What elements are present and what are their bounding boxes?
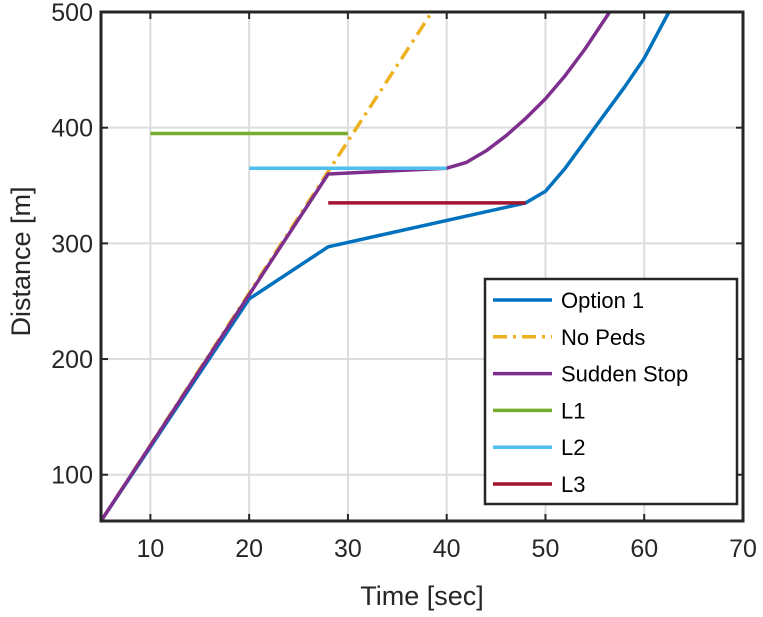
legend-label: No Peds — [561, 325, 645, 350]
legend: Option 1 No Peds Sudden Stop L1 L2 L3 — [483, 277, 739, 506]
x-tick-label: 50 — [532, 535, 560, 563]
x-tick-label: 70 — [729, 535, 757, 563]
x-tick-label: 30 — [334, 535, 362, 563]
y-tick-label: 500 — [51, 0, 93, 27]
legend-label: L1 — [561, 398, 585, 423]
x-tick-label: 60 — [630, 535, 658, 563]
legend-label: Option 1 — [561, 288, 644, 313]
y-tick-label: 100 — [51, 462, 93, 490]
legend-label: Sudden Stop — [561, 362, 688, 387]
y-tick-label: 200 — [51, 346, 93, 374]
series-line-option-1 — [99, 11, 671, 522]
series-lines — [99, 11, 671, 522]
x-axis-label: Time [sec] — [360, 581, 484, 611]
x-tick-label: 40 — [433, 535, 461, 563]
legend-label: L3 — [561, 472, 585, 497]
y-axis-ticks: 100 200 300 400 500 — [51, 0, 743, 490]
x-tick-label: 20 — [235, 535, 263, 563]
x-axis-ticks: 10 20 30 40 50 60 70 — [136, 12, 757, 563]
series-line-sudden-stop — [99, 11, 612, 522]
plot-frame — [99, 10, 745, 523]
legend-box — [483, 277, 739, 506]
legend-label: L2 — [561, 435, 585, 460]
y-axis-label: Distance [m] — [6, 186, 36, 336]
y-tick-label: 400 — [51, 115, 93, 143]
y-tick-label: 300 — [51, 230, 93, 258]
x-tick-label: 10 — [136, 535, 164, 563]
